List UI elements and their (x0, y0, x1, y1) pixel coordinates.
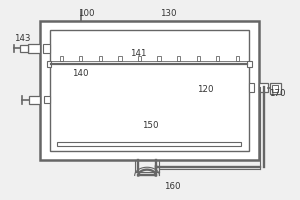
Bar (177, 56, 180, 61)
Text: 150: 150 (142, 121, 158, 130)
Bar (118, 56, 122, 61)
Bar (60, 56, 63, 61)
Bar (79, 56, 82, 61)
Bar (20, 45, 28, 52)
Bar (248, 83, 254, 92)
Bar (44, 96, 50, 103)
Text: 120: 120 (197, 85, 214, 94)
Bar (47, 61, 52, 67)
Bar (158, 56, 161, 61)
Bar (50, 30, 248, 151)
Bar (138, 56, 141, 61)
Text: 130: 130 (160, 9, 176, 18)
Bar (259, 83, 268, 92)
Bar (99, 56, 102, 61)
Bar (247, 61, 251, 67)
Bar (272, 85, 278, 92)
Bar (43, 44, 50, 53)
Bar (196, 56, 200, 61)
Bar (236, 56, 239, 61)
Text: 140: 140 (72, 69, 88, 78)
Bar (28, 44, 40, 53)
Bar (40, 21, 259, 160)
Text: 100: 100 (77, 9, 94, 18)
Text: 160: 160 (164, 182, 181, 191)
Bar (270, 83, 281, 94)
Text: 170: 170 (269, 89, 285, 98)
Bar (216, 56, 219, 61)
Bar (57, 142, 241, 146)
Text: 143: 143 (14, 34, 30, 43)
Bar (29, 96, 40, 104)
Text: 141: 141 (130, 49, 146, 58)
